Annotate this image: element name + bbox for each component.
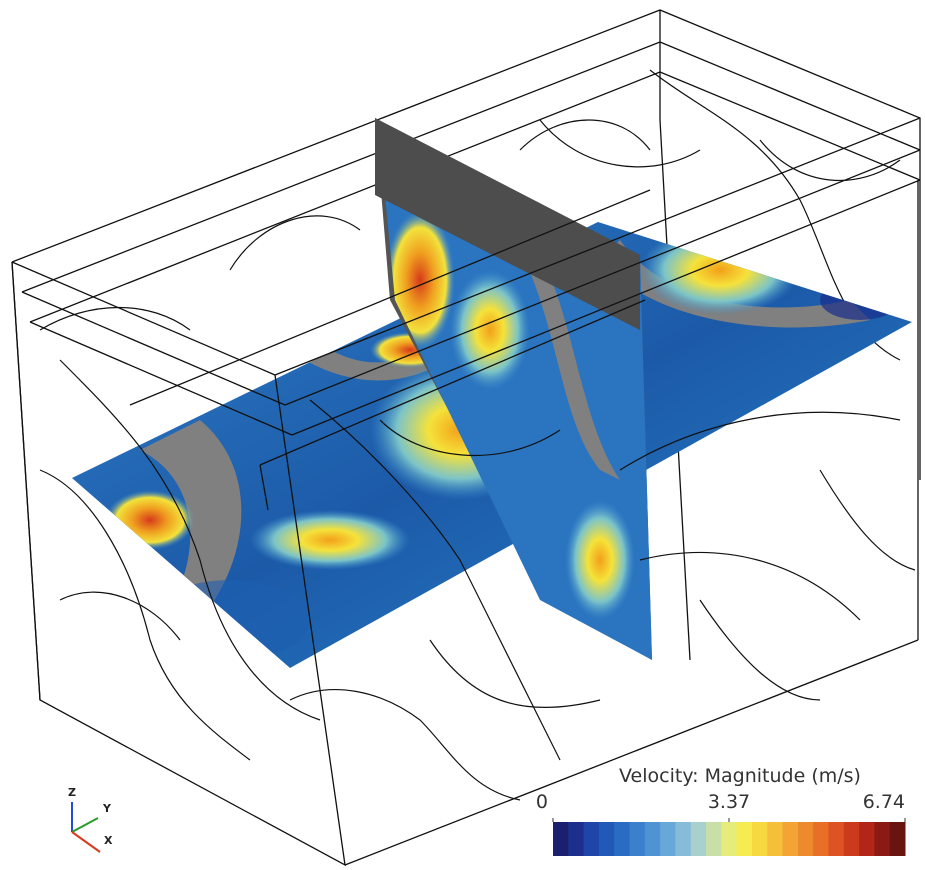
colorbar-band: [553, 822, 569, 856]
colorbar-tick-label: 6.74: [863, 791, 905, 813]
colorbar-band: [859, 822, 875, 856]
viewport: Z Y X Velocity: Magnitude (m/s) 0 3.37 6.7…: [0, 0, 925, 870]
colorbar-band: [798, 822, 814, 856]
colorbar-band: [568, 822, 584, 856]
colorbar-band: [675, 822, 691, 856]
colorbar-band: [721, 822, 737, 856]
colorbar-band: [706, 822, 722, 856]
colorbar-band: [783, 822, 799, 856]
colorbar-band: [844, 822, 860, 856]
colorbar-tick-label: 0: [536, 791, 548, 813]
colorbar-band: [737, 822, 753, 856]
colorbar-band: [691, 822, 707, 856]
colorbar-band: [660, 822, 676, 856]
axis-z-label: Z: [68, 786, 76, 799]
colorbar-band: [767, 822, 783, 856]
axis-x-label: X: [104, 834, 113, 847]
colorbar-band: [645, 822, 661, 856]
colorbar-band: [752, 822, 768, 856]
colorbar-tick-label: 3.37: [708, 791, 750, 813]
colorbar-legend: Velocity: Magnitude (m/s) 0 3.37 6.74: [536, 765, 906, 856]
axis-triad: Z Y X: [68, 786, 113, 852]
colorbar-band: [828, 822, 844, 856]
axis-y-label: Y: [102, 802, 112, 815]
colorbar-band: [874, 822, 890, 856]
colorbar-band: [890, 822, 906, 856]
colorbar-band: [630, 822, 646, 856]
colorbar-band: [584, 822, 600, 856]
colorbar-band: [813, 822, 829, 856]
colorbar-band: [599, 822, 615, 856]
colorbar-band: [614, 822, 630, 856]
legend-title: Velocity: Magnitude (m/s): [619, 765, 861, 787]
